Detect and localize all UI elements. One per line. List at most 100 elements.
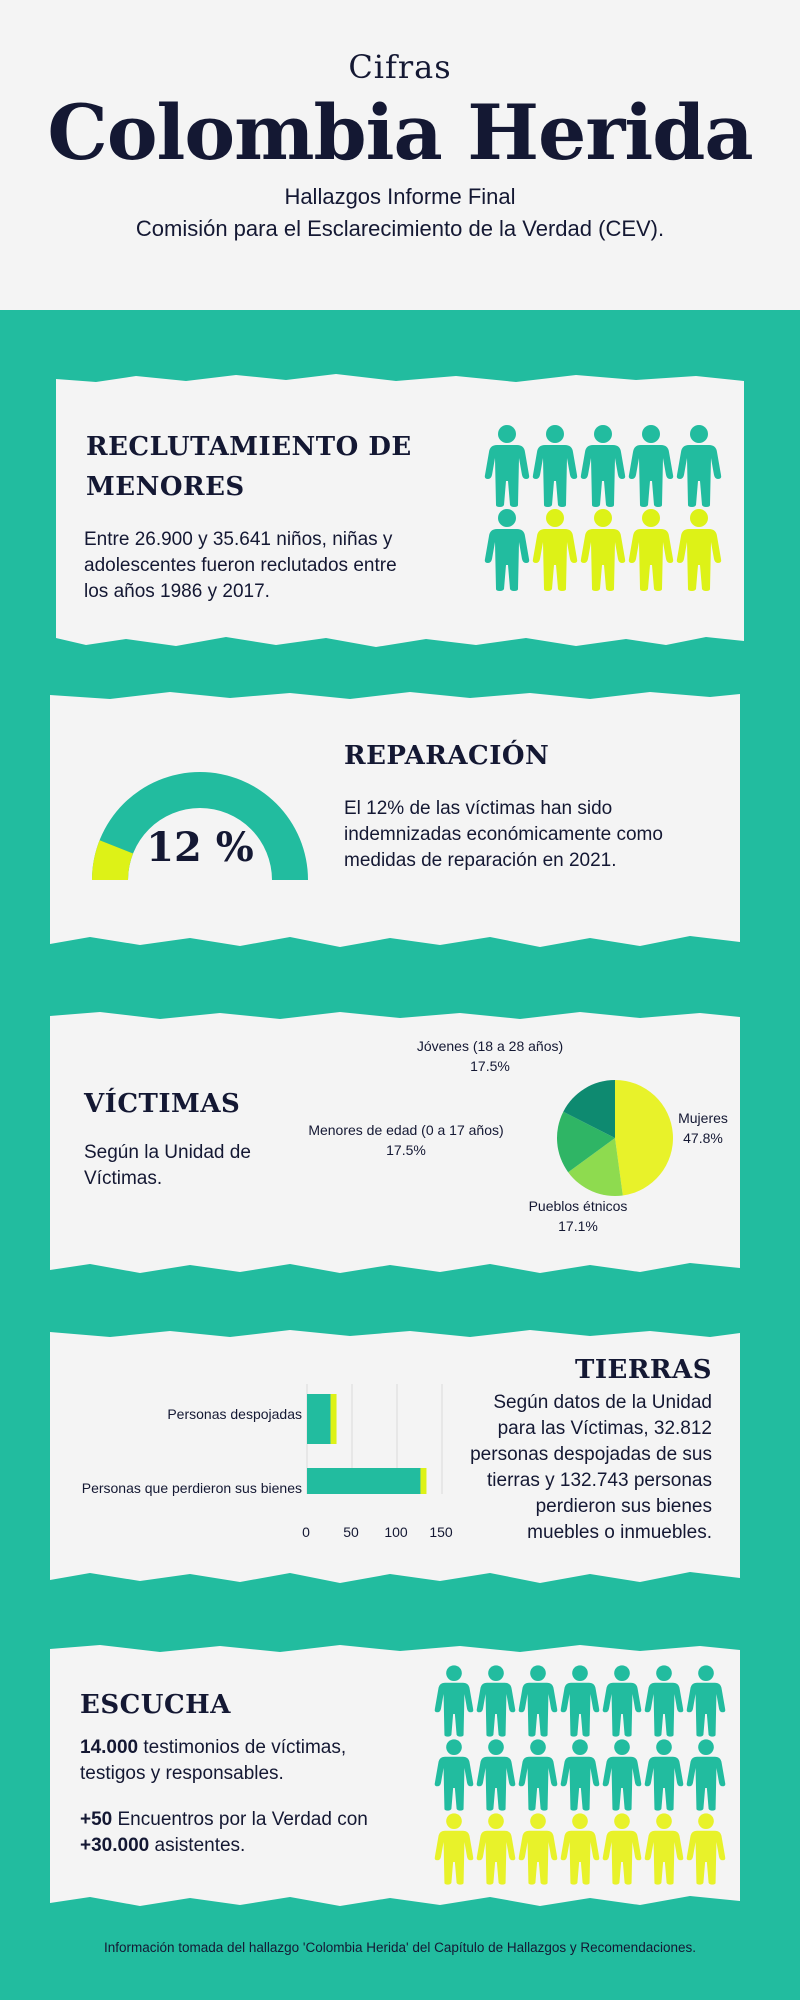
tick-label: 100 — [384, 1524, 408, 1540]
footer-source: Información tomada del hallazgo 'Colombi… — [104, 1940, 696, 1955]
text-line: 14.000 testimonios de víctimas, — [80, 1735, 420, 1761]
pie-slice-0 — [615, 1080, 673, 1196]
person-icon — [476, 1813, 516, 1885]
bar-category-label: Personas despojadas — [167, 1406, 302, 1422]
torn-edge-bottom — [56, 633, 744, 647]
title-line: RECLUTAMIENTO DE — [86, 432, 412, 462]
person-icon — [434, 1739, 474, 1811]
pie-slice-3 — [563, 1080, 615, 1138]
text-line: para las Víctimas, 32.812 — [497, 1418, 712, 1439]
card-reclutamiento: RECLUTAMIENTO DE MENORES Entre 26.900 y … — [56, 374, 744, 647]
highlight-number: +30.000 — [80, 1835, 150, 1856]
people-grid-reclutamiento — [482, 425, 732, 595]
person-icon — [686, 1813, 726, 1885]
person-icon — [484, 425, 530, 507]
person-icon — [560, 1739, 600, 1811]
pie-label-pueblos: Pueblos étnicos 17.1% — [508, 1196, 648, 1236]
text-line: testigos y responsables. — [80, 1763, 284, 1784]
person-icon — [560, 1813, 600, 1885]
torn-edge-divider — [0, 280, 800, 307]
person-icon — [518, 1665, 558, 1737]
person-icon — [518, 1739, 558, 1811]
person-icon — [644, 1739, 684, 1811]
person-icon — [580, 509, 626, 591]
gauge-track — [92, 772, 308, 880]
torn-edge-top — [56, 374, 744, 387]
section-title-reparacion: REPARACIÓN — [344, 741, 550, 771]
people-icons — [434, 1665, 726, 1885]
slice-percent: 17.1% — [558, 1218, 598, 1234]
person-icon — [644, 1665, 684, 1737]
text-line: personas despojadas de sus — [470, 1444, 712, 1465]
text-line: indemnizadas económicamente como — [344, 824, 663, 845]
section-title-tierras: TIERRAS — [575, 1355, 712, 1385]
top-label: Cifras — [348, 48, 452, 86]
person-icon — [644, 1813, 684, 1885]
bar-category-label: Personas que perdieron sus bienes — [81, 1480, 302, 1496]
slice-percent: 17.5% — [386, 1142, 426, 1158]
slice-name: Menores de edad (0 a 17 años) — [308, 1122, 504, 1138]
text-line: tierras y 132.743 personas — [487, 1470, 712, 1491]
text-line: medidas de reparación en 2021. — [344, 850, 617, 871]
page-title: Colombia Herida — [47, 88, 753, 177]
torn-edge-bottom — [50, 1568, 740, 1583]
bar-cap-0 — [330, 1394, 337, 1444]
person-icon — [602, 1739, 642, 1811]
bar-1 — [307, 1468, 421, 1494]
section-title-reclutamiento: RECLUTAMIENTO DE MENORES — [86, 427, 412, 507]
card-escucha: ESCUCHA 14.000 testimonios de víctimas, … — [50, 1645, 740, 1906]
bar-axis-ticks: 0 50 100 150 — [286, 1522, 476, 1542]
text-line: Según la Unidad de — [84, 1142, 251, 1163]
person-icon — [602, 1813, 642, 1885]
person-icon — [560, 1665, 600, 1737]
slice-percent: 47.8% — [683, 1130, 723, 1146]
person-icon — [628, 425, 674, 507]
person-icon — [484, 509, 530, 591]
card-victimas: VÍCTIMAS Según la Unidad de Víctimas. Jó… — [50, 1012, 740, 1273]
pie-label-jovenes: Jóvenes (18 a 28 años) 17.5% — [390, 1036, 590, 1076]
person-icon — [628, 509, 674, 591]
people-icons — [484, 425, 722, 591]
person-icon — [434, 1813, 474, 1885]
torn-edge-top — [50, 1330, 740, 1342]
pie-chart — [557, 1080, 673, 1196]
text-fragment: Encuentros por la Verdad con — [112, 1809, 368, 1830]
person-icon — [532, 509, 578, 591]
tick-label: 50 — [343, 1524, 359, 1540]
highlight-number: 14.000 — [80, 1737, 139, 1758]
person-icon — [434, 1665, 474, 1737]
torn-edge-top — [50, 692, 740, 704]
text-line: +30.000 asistentes. — [80, 1833, 420, 1859]
torn-edge-bottom — [50, 932, 740, 947]
escucha-encuentros: +50 Encuentros por la Verdad con +30.000… — [80, 1807, 420, 1859]
text-fragment: testimonios de víctimas, — [138, 1737, 347, 1758]
torn-edge-bottom — [50, 1893, 740, 1906]
person-icon — [686, 1739, 726, 1811]
victimas-text: Según la Unidad de Víctimas. — [84, 1140, 284, 1192]
bar-cap-1 — [420, 1468, 427, 1494]
text-line: Según datos de la Unidad — [493, 1392, 712, 1413]
section-title-victimas: VÍCTIMAS — [84, 1089, 241, 1119]
reclutamiento-text: Entre 26.900 y 35.641 niños, niñas y ado… — [84, 527, 464, 605]
torn-edge-top — [50, 1645, 740, 1657]
section-title-escucha: ESCUCHA — [80, 1690, 231, 1720]
pie-slice-2 — [557, 1111, 615, 1173]
card-tierras: TIERRAS Según datos de la Unidad para la… — [50, 1330, 740, 1583]
tierras-text: Según datos de la Unidad para las Víctim… — [412, 1390, 712, 1546]
person-icon — [476, 1665, 516, 1737]
torn-edge-bottom — [50, 1260, 740, 1273]
people-grid-escucha — [432, 1665, 732, 1887]
text-line: Víctimas. — [84, 1168, 163, 1189]
gauge-fill — [92, 840, 134, 880]
bar-0 — [307, 1394, 331, 1444]
slice-name: Jóvenes (18 a 28 años) — [416, 1038, 564, 1054]
tick-label: 150 — [429, 1524, 453, 1540]
person-icon — [580, 425, 626, 507]
pie-label-menores: Menores de edad (0 a 17 años) 17.5% — [290, 1120, 522, 1160]
slice-percent: 17.5% — [470, 1058, 510, 1074]
bar-chart — [306, 1384, 443, 1494]
pie-slice-1 — [568, 1138, 623, 1196]
reparacion-text: El 12% de las víctimas han sido indemniz… — [344, 796, 724, 874]
pie-label-mujeres: Mujeres 47.8% — [670, 1108, 736, 1148]
person-icon — [518, 1813, 558, 1885]
